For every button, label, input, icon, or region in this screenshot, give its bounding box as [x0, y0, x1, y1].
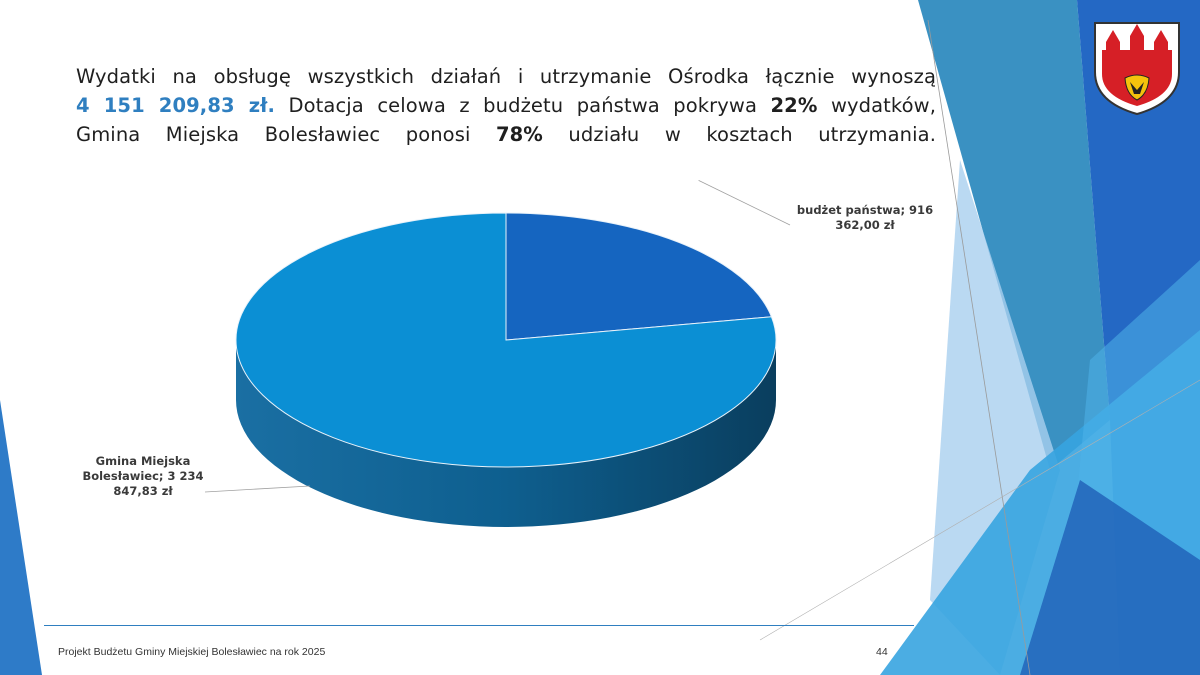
slice-label-municipality: Gmina Miejska Bolesławiec; 3 234 847,83 … [82, 454, 204, 498]
deco-thin-line-1 [927, 19, 1031, 675]
pie-side-wall [236, 340, 776, 527]
intro-line-1: Wydatki na obsługę wszystkich działań i … [76, 65, 936, 88]
footer-divider [44, 625, 914, 626]
city-coat-of-arms-logo [1094, 22, 1180, 116]
slice-label-state-budget: budżet państwa; 916 362,00 zł [796, 203, 934, 232]
deco-stripe-6 [1020, 480, 1200, 675]
pie-slice-state-budget [505, 212, 773, 341]
pie-slice-municipality [235, 212, 777, 468]
deco-thin-line-2 [759, 379, 1200, 641]
intro-paragraph: Wydatki na obsługę wszystkich działań i … [76, 62, 936, 149]
left-corner-triangle [0, 400, 42, 675]
state-share-percent: 22% [770, 94, 818, 117]
intro-line-2-text-a: Dotacja celowa z budżetu państwa pokrywa [275, 94, 771, 117]
deco-stripe-1 [918, 0, 1110, 470]
total-amount: 4 151 209,83 zł. [76, 94, 276, 117]
leader-line-state [698, 179, 791, 226]
intro-line-2-text-b: wydatków, [817, 94, 936, 117]
intro-line-3-text-a: Gmina Miejska Bolesławiec ponosi [76, 123, 496, 146]
intro-line-3-text-b: udziału w kosztach utrzymania. [542, 123, 936, 146]
intro-line-2: 4 151 209,83 zł. Dotacja celowa z budżet… [76, 91, 936, 120]
page-number: 44 [876, 646, 888, 658]
intro-line-3: Gmina Miejska Bolesławiec ponosi 78% udz… [76, 120, 936, 149]
leader-line-gmina [204, 485, 311, 493]
footer-title: Projekt Budżetu Gminy Miejskiej Bolesław… [58, 646, 326, 658]
municipality-share-percent: 78% [495, 123, 543, 146]
